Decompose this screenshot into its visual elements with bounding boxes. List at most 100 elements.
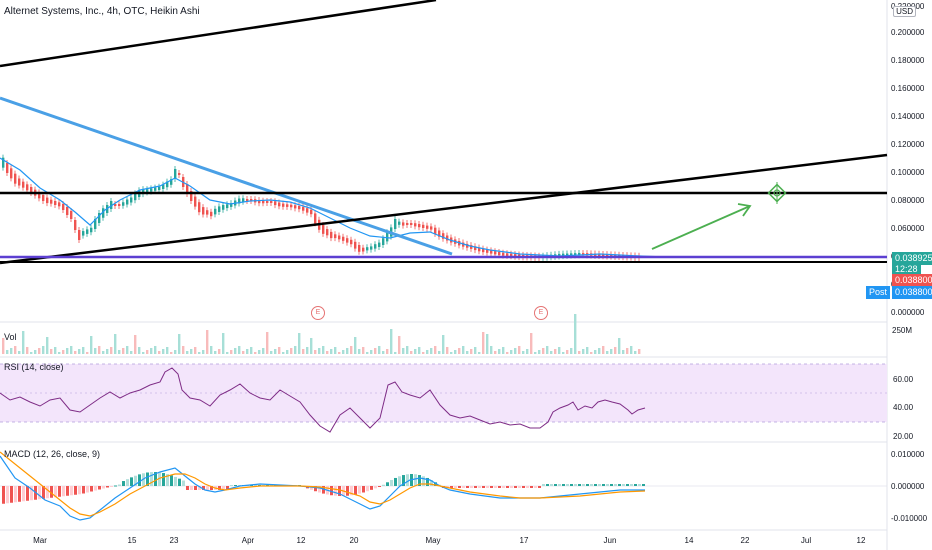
signal-line [0,451,646,517]
volume-bar [254,352,257,354]
candle-body [322,224,325,234]
volume-bar [150,348,153,354]
rsi-band [0,364,887,422]
macd-histogram-bar [154,472,157,486]
candle [26,181,29,194]
candle [326,226,329,239]
candle-body [10,168,13,179]
candle [174,166,177,182]
candle-body [302,206,305,211]
macd-histogram-bar [462,486,465,488]
volume-bar [30,352,33,354]
volume-bar [270,351,273,354]
candle-body [346,238,349,243]
time-tick-label: 22 [741,536,750,545]
candle-body [134,193,137,201]
macd-histogram-bar [106,486,109,488]
volume-bar [78,349,81,354]
candle-body [46,197,49,204]
candle [130,194,133,206]
price-tick-label: 0.140000 [891,112,925,121]
candle-body [178,173,181,175]
candle-body [222,205,225,210]
price-tick-label: 0.200000 [891,28,925,37]
volume-bar [354,337,357,354]
macd-histogram-bar [182,480,185,486]
volume-bar [386,349,389,354]
candle [58,199,61,210]
candle-body [114,204,117,206]
volume-bar [158,351,161,354]
volume-bar [26,347,29,354]
candle-body [434,227,437,234]
macd-histogram-bar [162,473,165,486]
macd-histogram-bar [582,484,585,486]
volume-bar [262,348,265,354]
candle-body [414,223,417,227]
candle [422,221,425,231]
macd-histogram-bar [122,481,125,486]
macd-histogram-bar [334,486,337,496]
earnings-marker-1[interactable]: E [311,306,325,320]
volume-bar [402,348,405,354]
currency-button[interactable]: USD [893,6,916,17]
candle-body [334,234,337,239]
candle-body [298,206,301,210]
volume-bar [202,350,205,354]
macd-histogram-bar [362,486,365,493]
volume-bar [430,348,433,354]
volume-label[interactable]: Vol [4,332,17,342]
candle [362,244,365,255]
macd-histogram-bar [506,486,509,488]
volume-bar [586,347,589,354]
volume-bar [390,329,393,354]
candle-body [142,189,145,195]
volume-bar [462,346,465,354]
time-tick-label: Apr [242,536,255,545]
macd-histogram-bar [482,486,485,488]
macd-histogram-bar [186,486,189,490]
macd-histogram-bar [606,484,609,486]
volume-bar [282,352,285,354]
bar-countdown-tag: 12:28 [892,263,921,276]
macd-histogram-bar [570,484,573,486]
volume-bar [90,336,93,354]
candle [82,228,85,239]
candle-body [2,157,5,168]
macd-histogram-bar [558,484,561,486]
candle-body [290,204,293,208]
volume-bar [342,350,345,354]
volume-bar [230,350,233,354]
volume-bar [134,335,137,354]
candle-body [362,247,365,252]
candle-body [198,202,201,213]
volume-bar [466,351,469,354]
volume-bar [274,349,277,354]
candle-body [498,252,501,256]
macd-label[interactable]: MACD (12, 26, close, 9) [4,449,101,459]
candle [126,196,129,208]
macd-histogram-bar [190,486,193,490]
earnings-marker-2[interactable]: E [534,306,548,320]
price-tick-label: 0.060000 [891,224,925,233]
candle-body [110,201,113,209]
candle-body [190,191,193,201]
macd-histogram-bar [198,486,201,490]
candle [90,224,93,236]
candle-body [90,227,93,233]
macd-histogram-bar [522,486,525,488]
volume-bar [526,349,529,354]
macd-histogram-bar [598,484,601,486]
price-tick-label: 0.080000 [891,196,925,205]
volume-bar [190,349,193,354]
candle [158,183,161,193]
rsi-label[interactable]: RSI (14, close) [4,362,64,372]
macd-histogram-bar [98,486,101,490]
macd-histogram-bar [78,486,81,495]
candle-body [506,253,509,256]
chart-title: Alternet Systems, Inc., 4h, OTC, Heikin … [4,6,200,17]
macd-histogram-bar [174,476,177,486]
candle-body [494,251,497,255]
volume-bar [358,349,361,354]
